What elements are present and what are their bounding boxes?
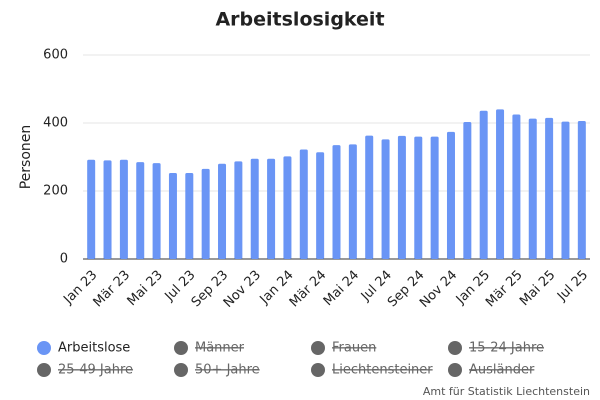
legend-marker <box>448 363 462 377</box>
bar <box>397 135 406 259</box>
bar <box>218 163 227 259</box>
bar <box>201 168 210 259</box>
legend-label[interactable]: Männer <box>195 341 245 356</box>
x-tick-label: Nov 24 <box>417 268 460 311</box>
legend-label[interactable]: 25-49 Jahre <box>58 363 133 378</box>
legend-marker <box>174 363 188 377</box>
x-tick-label: Mai 23 <box>125 268 166 309</box>
x-tick-label: Mär 24 <box>287 268 330 311</box>
bar <box>267 158 276 259</box>
x-tick-label: Mär 25 <box>483 268 526 311</box>
bar <box>185 172 194 259</box>
bar <box>332 145 341 259</box>
legend-marker <box>311 341 325 355</box>
bar <box>168 172 177 259</box>
bar <box>545 117 554 260</box>
legend-marker <box>37 341 51 355</box>
x-tick-label: Mai 24 <box>321 268 362 309</box>
bar <box>528 118 537 259</box>
y-tick-label: 200 <box>43 184 68 199</box>
bar <box>414 136 423 259</box>
x-tick-label: Mai 25 <box>517 268 558 309</box>
bar <box>87 159 96 259</box>
legend-marker <box>448 341 462 355</box>
bar <box>365 135 374 259</box>
y-tick-label: 600 <box>43 48 68 63</box>
legend-label[interactable]: Arbeitslose <box>58 341 130 356</box>
bar <box>234 161 243 259</box>
bar <box>119 159 128 259</box>
bar <box>348 144 357 259</box>
legend-label[interactable]: Liechtensteiner <box>332 363 433 378</box>
legend-marker <box>311 363 325 377</box>
bar <box>577 120 586 260</box>
bar <box>496 109 505 260</box>
legend-label[interactable]: 50+ Jahre <box>195 363 260 378</box>
bar <box>479 110 488 259</box>
legend-label[interactable]: 15-24 Jahre <box>469 341 544 356</box>
chart-title: Arbeitslosigkeit <box>215 9 384 31</box>
bar <box>283 156 292 259</box>
bar <box>430 136 439 259</box>
legend-label[interactable]: Frauen <box>332 341 376 356</box>
x-tick-label: Jul 25 <box>554 268 591 305</box>
bar <box>152 163 161 259</box>
legend-label[interactable]: Ausländer <box>469 363 535 378</box>
bar <box>250 158 259 259</box>
y-tick-label: 0 <box>60 252 68 267</box>
x-tick-label: Nov 23 <box>221 268 264 311</box>
bar <box>512 114 521 259</box>
y-axis-label: Personen <box>18 125 34 190</box>
legend-marker <box>37 363 51 377</box>
x-tick-label: Mär 23 <box>91 268 134 311</box>
legend-marker <box>174 341 188 355</box>
bar <box>446 131 455 259</box>
source: Amt für Statistik Liechtenstein <box>423 385 590 398</box>
bar <box>103 160 112 259</box>
bar <box>136 162 145 259</box>
bar <box>299 149 308 259</box>
bar <box>561 121 570 259</box>
bar <box>381 139 390 259</box>
bar <box>316 152 325 259</box>
y-tick-label: 400 <box>43 116 68 131</box>
bar <box>463 121 472 259</box>
